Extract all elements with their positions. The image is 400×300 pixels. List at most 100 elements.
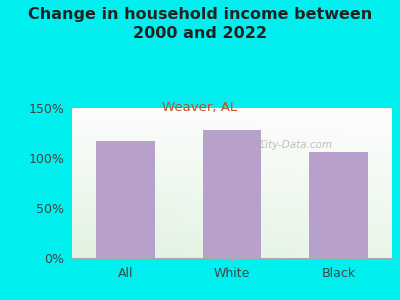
Bar <box>72 178 392 179</box>
Bar <box>72 188 392 189</box>
Bar <box>72 109 392 110</box>
Bar <box>72 213 392 214</box>
Bar <box>72 111 392 112</box>
Bar <box>72 252 392 253</box>
Bar <box>72 163 392 164</box>
Bar <box>72 173 392 174</box>
Bar <box>72 171 392 172</box>
Bar <box>72 244 392 245</box>
Bar <box>72 134 392 135</box>
Bar <box>72 143 392 144</box>
Bar <box>72 133 392 134</box>
Text: Change in household income between
2000 and 2022: Change in household income between 2000 … <box>28 8 372 41</box>
Bar <box>72 182 392 183</box>
Bar <box>72 245 392 246</box>
Bar <box>72 216 392 217</box>
Bar <box>72 174 392 175</box>
Bar <box>72 180 392 181</box>
Text: ⊙: ⊙ <box>254 140 264 151</box>
Bar <box>72 176 392 177</box>
Bar <box>72 225 392 226</box>
Bar <box>72 129 392 130</box>
Bar <box>72 192 392 193</box>
Bar <box>72 186 392 187</box>
Bar <box>72 124 392 125</box>
Bar <box>72 146 392 147</box>
Text: City-Data.com: City-Data.com <box>259 140 333 151</box>
Bar <box>72 214 392 215</box>
Bar <box>72 136 392 137</box>
Bar <box>72 202 392 203</box>
Bar <box>72 147 392 148</box>
Bar <box>72 108 392 109</box>
Bar <box>72 242 392 243</box>
Bar <box>72 128 392 129</box>
Bar <box>72 215 392 216</box>
Bar <box>72 169 392 170</box>
Bar <box>72 220 392 221</box>
Bar <box>72 208 392 209</box>
Bar <box>72 222 392 223</box>
Bar <box>72 202 392 203</box>
Bar <box>72 145 392 146</box>
Bar <box>72 224 392 225</box>
Text: Weaver, AL: Weaver, AL <box>162 100 238 113</box>
Bar <box>72 187 392 188</box>
Bar <box>72 167 392 168</box>
Bar <box>72 254 392 255</box>
Bar <box>72 181 392 182</box>
Bar <box>72 114 392 115</box>
Bar <box>72 160 392 161</box>
Bar <box>72 233 392 234</box>
Bar <box>72 230 392 231</box>
Bar <box>72 154 392 155</box>
Bar <box>72 194 392 195</box>
Bar <box>72 247 392 248</box>
Bar <box>72 203 392 204</box>
Bar <box>72 236 392 237</box>
Bar <box>72 223 392 224</box>
Bar <box>72 120 392 121</box>
Bar <box>72 197 392 198</box>
Bar <box>72 200 392 201</box>
Bar <box>72 112 392 113</box>
Bar <box>72 156 392 157</box>
Bar <box>72 139 392 140</box>
Bar <box>72 255 392 256</box>
Bar <box>72 238 392 239</box>
Bar <box>72 196 392 197</box>
Bar <box>72 149 392 150</box>
Bar <box>72 201 392 202</box>
Bar <box>72 199 392 200</box>
Bar <box>72 157 392 158</box>
Bar <box>72 229 392 230</box>
Bar <box>72 151 392 152</box>
Bar <box>72 235 392 236</box>
Bar <box>72 183 392 184</box>
Bar <box>72 132 392 133</box>
Bar <box>72 195 392 196</box>
Bar <box>72 159 392 160</box>
Bar <box>72 237 392 238</box>
Bar <box>72 155 392 156</box>
Bar <box>72 191 392 192</box>
Bar <box>72 172 392 173</box>
Bar <box>72 239 392 240</box>
Bar <box>72 135 392 136</box>
Bar <box>72 177 392 178</box>
Bar <box>72 115 392 116</box>
Bar <box>72 243 392 244</box>
Bar <box>72 238 392 239</box>
Bar <box>72 256 392 257</box>
Bar <box>72 122 392 123</box>
Bar <box>309 152 368 258</box>
Bar <box>72 221 392 222</box>
Bar <box>72 166 392 167</box>
Bar <box>72 227 392 228</box>
Bar <box>72 168 392 169</box>
Bar <box>72 162 392 163</box>
Bar <box>72 184 392 185</box>
Bar <box>72 116 392 117</box>
Bar <box>72 253 392 254</box>
Bar <box>72 150 392 151</box>
